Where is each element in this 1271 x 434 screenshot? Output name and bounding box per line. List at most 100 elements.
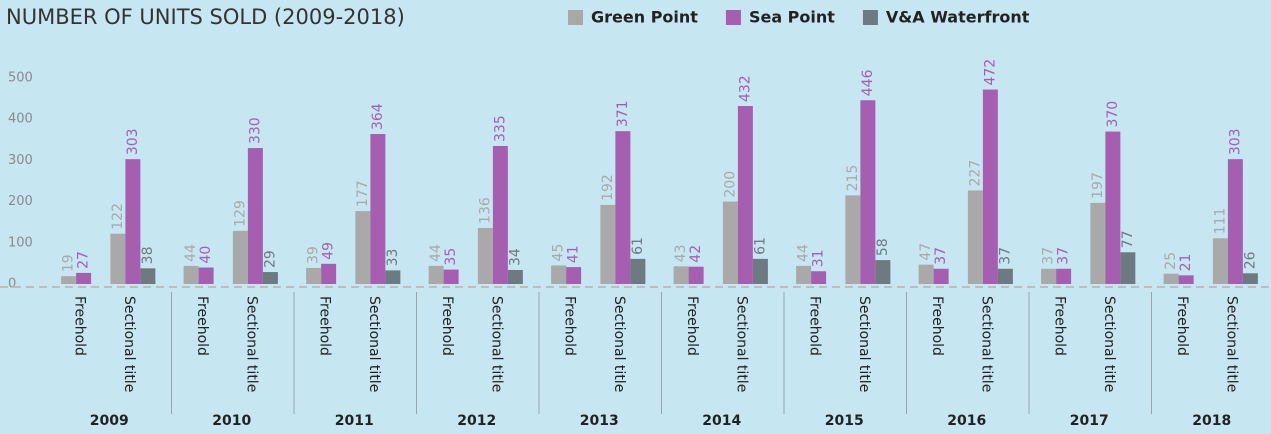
legend-label: Green Point — [591, 8, 698, 27]
value-label: 61 — [752, 237, 768, 255]
bar — [673, 266, 689, 284]
x-tick-label: Freehold — [929, 296, 945, 356]
bar — [933, 268, 949, 284]
bar — [752, 258, 768, 284]
value-label: 192 — [600, 174, 616, 201]
group-label: 2010 — [212, 413, 251, 429]
value-label: 370 — [1105, 101, 1121, 128]
value-label: 303 — [1227, 128, 1243, 155]
bar — [860, 100, 876, 284]
bar — [551, 265, 567, 284]
bar — [1242, 273, 1258, 284]
x-tick-label: Sectional title — [488, 296, 504, 392]
value-label: 432 — [737, 75, 753, 102]
bar — [1041, 268, 1057, 284]
bar — [600, 204, 616, 284]
bar — [1227, 159, 1243, 284]
bar — [477, 227, 493, 284]
group-label: 2018 — [1192, 413, 1231, 429]
group-label: 2016 — [947, 413, 986, 429]
x-tick-label: Freehold — [439, 296, 455, 356]
value-label: 34 — [507, 248, 523, 266]
value-label: 37 — [933, 247, 949, 265]
value-label: 122 — [110, 203, 126, 230]
bar — [811, 271, 827, 284]
x-tick-label: Freehold — [1052, 296, 1068, 356]
value-label: 472 — [982, 59, 998, 86]
bar — [796, 265, 812, 284]
value-label: 29 — [262, 250, 278, 268]
value-label: 25 — [1163, 252, 1179, 270]
bar — [722, 201, 738, 284]
bar — [997, 268, 1013, 284]
value-label: 49 — [321, 242, 337, 260]
value-label: 446 — [860, 69, 876, 96]
value-label: 31 — [811, 249, 827, 267]
y-tick-label: 100 — [8, 235, 33, 250]
bar — [1056, 268, 1072, 284]
bar — [615, 131, 631, 284]
value-label: 335 — [492, 115, 508, 142]
value-label: 58 — [875, 238, 891, 256]
value-label: 136 — [477, 197, 493, 224]
value-label: 177 — [355, 180, 371, 207]
bar — [140, 268, 156, 284]
x-tick-label: Freehold — [194, 296, 210, 356]
bar — [262, 272, 278, 284]
bar — [428, 265, 444, 284]
value-label: 35 — [443, 248, 459, 266]
value-label: 37 — [1041, 247, 1057, 265]
y-tick-label: 300 — [8, 153, 33, 168]
value-label: 21 — [1178, 254, 1194, 272]
group-label: 2012 — [457, 413, 496, 429]
value-label: 44 — [428, 244, 444, 262]
value-label: 61 — [630, 237, 646, 255]
value-label: 42 — [688, 245, 704, 263]
x-tick-label: Sectional title — [978, 296, 994, 392]
x-tick-label: Freehold — [1174, 296, 1190, 356]
bar — [982, 89, 998, 284]
bar — [1090, 202, 1106, 284]
x-tick-label: Sectional title — [856, 296, 872, 392]
value-label: 44 — [796, 244, 812, 262]
value-label: 45 — [551, 244, 567, 262]
legend-swatch — [862, 10, 878, 25]
x-tick-label: Freehold — [562, 296, 578, 356]
value-label: 303 — [125, 128, 141, 155]
bar — [1178, 275, 1194, 284]
group-label: 2014 — [702, 413, 741, 429]
bar — [443, 269, 459, 284]
bar — [967, 190, 983, 284]
bar — [61, 276, 77, 284]
y-tick-label: 200 — [8, 194, 33, 209]
value-label: 38 — [140, 247, 156, 265]
value-label: 44 — [183, 244, 199, 262]
legend-label: Sea Point — [749, 8, 835, 27]
bar — [370, 134, 386, 284]
bar — [1120, 252, 1136, 284]
bar — [232, 230, 248, 284]
bar — [1212, 238, 1228, 284]
value-label: 47 — [918, 243, 934, 261]
value-label: 39 — [306, 246, 322, 264]
value-label: 364 — [370, 103, 386, 130]
value-label: 27 — [76, 251, 92, 269]
x-tick-label: Sectional title — [611, 296, 627, 392]
bar — [198, 267, 214, 284]
bar — [737, 106, 753, 285]
value-label: 200 — [722, 171, 738, 198]
bar — [183, 265, 199, 284]
x-tick-label: Freehold — [72, 296, 88, 356]
bar — [125, 159, 141, 284]
bar — [688, 266, 704, 284]
value-label: 129 — [232, 200, 248, 227]
y-tick-label: 400 — [8, 112, 33, 127]
bar — [385, 270, 401, 284]
bar — [875, 260, 891, 284]
bar — [566, 267, 582, 284]
bar — [321, 263, 337, 284]
bar — [1105, 131, 1121, 284]
value-label: 330 — [247, 117, 263, 144]
